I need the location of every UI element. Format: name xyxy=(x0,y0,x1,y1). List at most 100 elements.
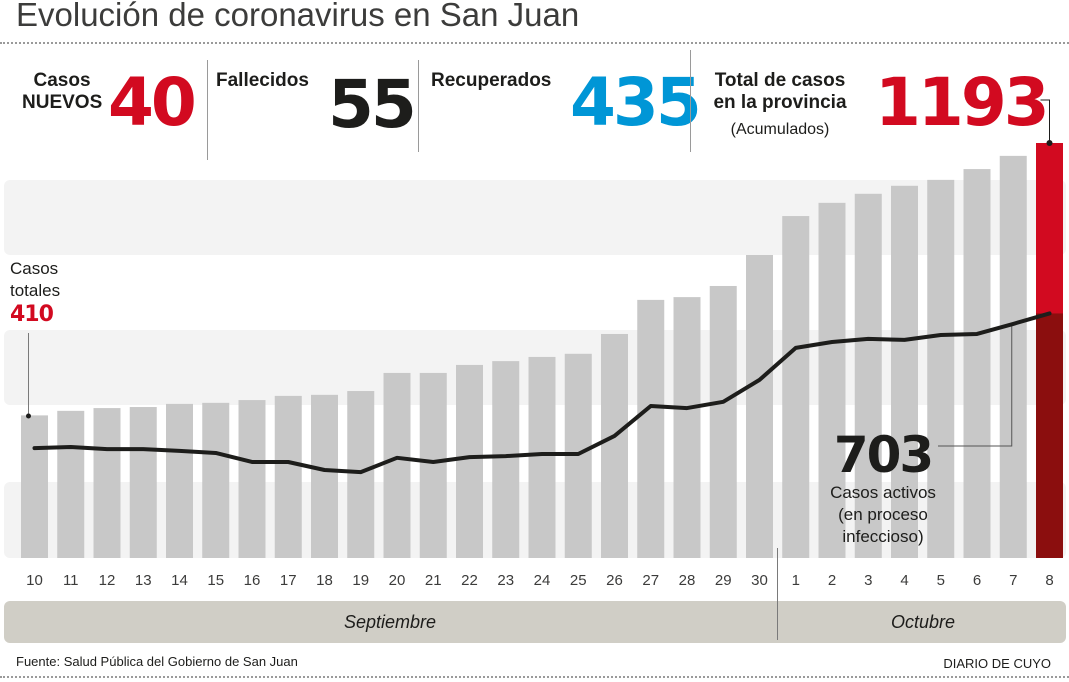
total-leader-line xyxy=(1040,99,1050,143)
bar xyxy=(963,169,991,558)
bar xyxy=(456,364,483,558)
x-tick-label: 4 xyxy=(900,572,908,589)
x-tick-label: 12 xyxy=(99,572,116,589)
x-tick-label: 22 xyxy=(461,572,478,589)
active-annotation-line1: Casos activos xyxy=(830,483,936,502)
x-tick-label: 6 xyxy=(973,572,981,589)
bar xyxy=(891,185,918,558)
bar xyxy=(709,285,737,558)
total-cases-value: 1193 xyxy=(875,64,1050,141)
x-tick-label: 15 xyxy=(207,572,224,589)
bar xyxy=(57,410,85,558)
x-tick-label: 11 xyxy=(63,572,79,589)
stat-separator xyxy=(207,60,208,160)
deaths-label: Fallecidos xyxy=(216,70,309,91)
total-leader-dot xyxy=(1046,140,1053,146)
x-tick-label: 5 xyxy=(937,572,945,589)
x-tick-labels: 10 11 12 13 14 15 16 17 18 19 20 21 22 23 24 25 26 27 28 29… xyxy=(26,572,1054,589)
x-tick-label: 29 xyxy=(715,572,732,589)
new-cases-label-line1: Casos xyxy=(33,70,91,91)
stat-separator xyxy=(418,60,419,152)
stat-separator xyxy=(690,50,691,152)
x-tick-label: 27 xyxy=(642,572,659,589)
bar xyxy=(854,193,882,558)
bar xyxy=(383,372,411,558)
bar xyxy=(528,356,556,558)
recovered-value: 435 xyxy=(570,64,702,141)
x-tick-label: 7 xyxy=(1009,572,1017,589)
bar xyxy=(927,179,955,559)
bar xyxy=(818,202,846,559)
x-tick-label: 8 xyxy=(1045,572,1053,589)
x-tick-label: 28 xyxy=(679,572,696,589)
x-tick-label: 14 xyxy=(171,572,188,589)
active-leader-line xyxy=(938,325,1013,447)
x-tick-label: 3 xyxy=(864,572,872,589)
brand-credit: DIARIO DE CUYO xyxy=(943,656,1051,671)
x-tick-label: 20 xyxy=(389,572,406,589)
new-cases-label-line2: NUEVOS xyxy=(22,92,103,113)
active-annotation: 703 Casos activos (en proceso infeccioso… xyxy=(818,428,948,548)
bar xyxy=(93,408,121,558)
total-cases-label-line2: en la provincia xyxy=(713,92,847,113)
bar xyxy=(21,415,48,558)
chart-title: Evolución de coronavirus en San Juan xyxy=(16,0,580,33)
recovered-label: Recuperados xyxy=(431,70,552,91)
start-annotation-value: 410 xyxy=(10,302,54,327)
new-cases-label: Casos NUEVOS xyxy=(22,70,102,114)
total-cases-sub: (Acumulados) xyxy=(730,121,830,138)
leader-lines xyxy=(26,99,1053,447)
total-cases-label-line1: Total de casos xyxy=(714,70,846,91)
bar xyxy=(166,403,193,558)
bar xyxy=(999,155,1027,558)
total-cases-label: Total de casos en la provincia xyxy=(700,70,860,114)
bar xyxy=(637,299,665,558)
bottom-divider xyxy=(0,676,1069,678)
new-cases-value: 40 xyxy=(108,64,197,141)
bar xyxy=(782,216,810,558)
x-tick-label: 30 xyxy=(751,572,768,589)
deaths-value: 55 xyxy=(328,66,417,143)
start-annotation-line2: totales xyxy=(10,281,61,300)
active-cases-value: 703 xyxy=(833,426,934,484)
x-tick-label: 2 xyxy=(828,572,836,589)
x-tick-label: 10 xyxy=(26,572,43,589)
x-tick-label: 13 xyxy=(135,572,152,589)
x-tick-label: 18 xyxy=(316,572,333,589)
x-tick-label: 19 xyxy=(352,572,369,589)
bar xyxy=(238,400,266,558)
bar xyxy=(419,372,447,558)
source-note: Fuente: Salud Pública del Gobierno de Sa… xyxy=(16,654,298,669)
month-label-september: Septiembre xyxy=(344,612,437,632)
start-annotation-line1: Casos xyxy=(10,259,59,278)
month-divider xyxy=(777,548,778,640)
bar xyxy=(202,402,230,558)
month-band xyxy=(4,601,1066,643)
x-tick-label: 1 xyxy=(792,572,800,589)
active-annotation-line3: infeccioso) xyxy=(842,527,924,546)
bar xyxy=(746,255,773,559)
x-tick-label: 21 xyxy=(425,572,442,589)
bar xyxy=(129,407,157,558)
active-cases-line xyxy=(32,311,1052,475)
bar xyxy=(274,395,302,558)
x-tick-label: 23 xyxy=(497,572,514,589)
bar xyxy=(311,394,338,558)
x-tick-label: 17 xyxy=(280,572,297,589)
chart-area: 10 11 12 13 14 15 16 17 18 19 20 21 22 23 24 25 26 27 28 29… xyxy=(4,99,1066,589)
x-tick-label: 24 xyxy=(534,572,551,589)
bar xyxy=(492,361,520,558)
x-tick-label: 26 xyxy=(606,572,623,589)
x-tick-label: 16 xyxy=(244,572,261,589)
bar xyxy=(347,391,375,558)
bars xyxy=(21,143,1063,559)
month-label-october: Octubre xyxy=(891,612,956,632)
bar-active-highlight xyxy=(1036,313,1063,558)
bar xyxy=(601,333,628,558)
start-annotation: Casos totales 410 xyxy=(10,258,60,326)
bar xyxy=(673,297,701,558)
top-divider xyxy=(0,42,1069,44)
active-annotation-line2: (en proceso xyxy=(838,505,928,524)
start-leader-dot xyxy=(26,413,31,419)
x-tick-label: 25 xyxy=(570,572,587,589)
